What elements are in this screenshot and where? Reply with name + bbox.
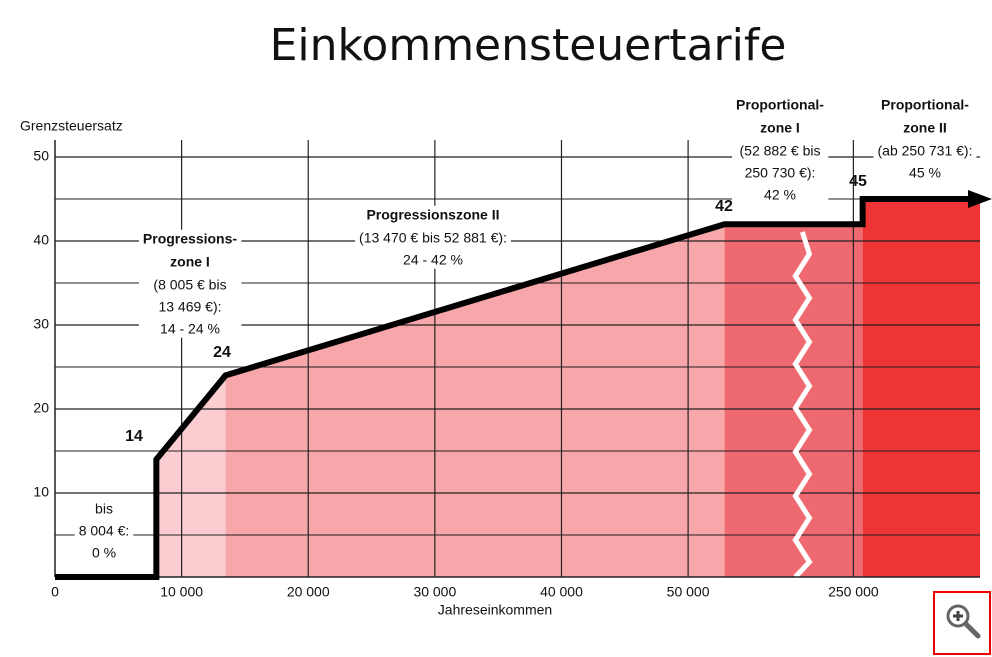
annotation: Proportional-zone I (52 882 € bis 250 730 … xyxy=(732,95,829,204)
zoom-button[interactable] xyxy=(933,591,991,655)
annotation-text: 42 % xyxy=(764,187,796,203)
area-segment xyxy=(225,224,725,577)
annotation-text: 8 004 €: xyxy=(79,523,130,539)
zoom-plus[interactable] xyxy=(953,611,963,621)
zoom-handle[interactable] xyxy=(963,621,981,639)
y-axis-label: Grenzsteuersatz xyxy=(20,118,123,134)
axis-break xyxy=(792,231,813,579)
annotations: Progressions-zone I (8 005 € bis 13 469 €)… xyxy=(74,95,977,562)
chart-title: Einkommensteuertarife xyxy=(270,20,787,71)
y-tick-label: 30 xyxy=(33,316,49,332)
annotation-text: 13 469 €): xyxy=(158,299,221,315)
annotation-text: bis xyxy=(95,501,113,517)
x-tick-label: 20 000 xyxy=(287,584,330,600)
annotation-heading: zone I xyxy=(760,120,800,136)
annotation-heading: zone I xyxy=(170,254,210,270)
x-tick-label: 40 000 xyxy=(540,584,583,600)
x-tick-label: 0 xyxy=(51,584,59,600)
annotation-bg xyxy=(138,229,242,338)
annotation-bg xyxy=(732,95,829,204)
grid xyxy=(55,140,980,577)
annotation-heading: Progressions- xyxy=(143,231,237,247)
annotation-text: (8 005 € bis xyxy=(153,277,226,293)
annotation-bg xyxy=(74,499,134,562)
point-label: 42 xyxy=(715,198,733,215)
x-axis-label: Jahreseinkommen xyxy=(438,602,552,618)
area-fills xyxy=(156,199,980,577)
annotation-text: (ab 250 731 €): xyxy=(878,143,973,159)
x-tick-label: 30 000 xyxy=(413,584,456,600)
y-tick-label: 40 xyxy=(33,232,49,248)
annotation-text: 24 - 42 % xyxy=(403,252,463,268)
point-label: 45 xyxy=(849,173,867,190)
y-tick-label: 10 xyxy=(33,484,49,500)
annotation-text: (52 882 € bis xyxy=(740,143,821,159)
annotation-text: 45 % xyxy=(909,165,941,181)
area-segment xyxy=(156,375,226,577)
area-segment xyxy=(862,199,980,577)
annotation-text: 250 730 €): xyxy=(745,165,816,181)
point-label: 14 xyxy=(125,428,143,445)
annotation: bis 8 004 €: 0 % xyxy=(74,499,134,562)
annotation-text: 14 - 24 % xyxy=(160,321,220,337)
x-tick-label: 50 000 xyxy=(667,584,710,600)
y-tick-label: 50 xyxy=(33,148,49,164)
arrow-head xyxy=(968,190,992,208)
annotation-heading: Proportional- xyxy=(736,97,824,113)
plot: 10 20 30 40 50 0 10 000 20 000 30 000 40 000 50 00… xyxy=(33,140,992,600)
annotation: Progressions-zone I (8 005 € bis 13 469 €)… xyxy=(138,229,242,338)
x-tick-label: 250 000 xyxy=(828,584,879,600)
annotation-text: (13 470 € bis 52 881 €): xyxy=(359,230,507,246)
tariff-line xyxy=(55,196,972,580)
annotation-bg xyxy=(873,95,977,182)
annotation-heading: Progressionszone II xyxy=(366,207,499,223)
area-segment xyxy=(724,224,863,577)
point-label: 24 xyxy=(213,344,231,361)
annotation-heading: Proportional- xyxy=(881,97,969,113)
annotation: Proportional-zone II (ab 250 731 €): 45 % xyxy=(873,95,977,182)
annotation-text: 0 % xyxy=(92,545,116,561)
y-tick-label: 20 xyxy=(33,400,49,416)
x-tick-label: 10 000 xyxy=(160,584,203,600)
annotation-bg xyxy=(355,205,511,269)
annotation: Progressionszone II (13 470 € bis 52 881 … xyxy=(355,205,511,269)
annotation-heading: zone II xyxy=(903,120,947,136)
